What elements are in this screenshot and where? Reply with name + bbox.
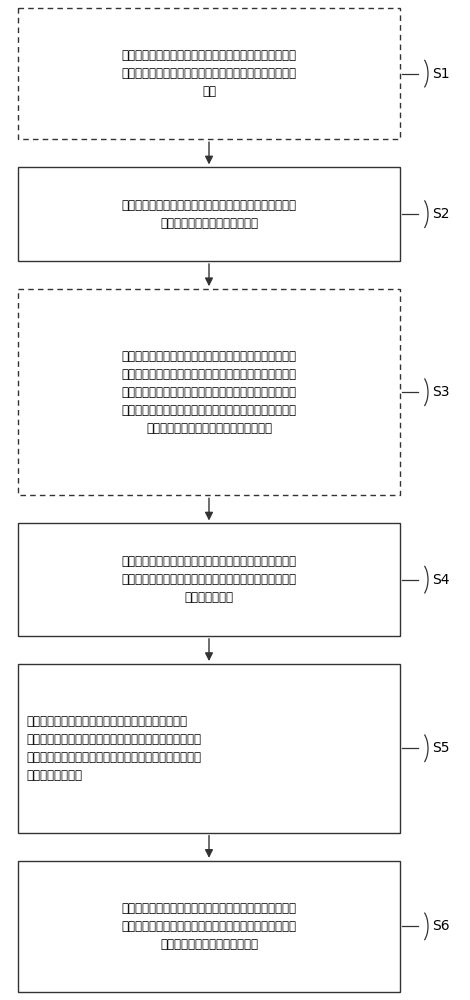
Text: 选取岩心，其中所述岩心的孔隙度、渗透率和孔隙结构与
待开发地层的储集层的岩心的孔隙度、渗透率和孔隙结构
相同: 选取岩心，其中所述岩心的孔隙度、渗透率和孔隙结构与 待开发地层的储集层的岩心的孔… [122,49,297,98]
Bar [18,861,400,992]
Text: S6: S6 [432,919,450,933]
Text: S5: S5 [432,741,449,755]
Text: S4: S4 [432,573,449,587]
Text: 当所述出口端的压力与所述第二进口端的压力相同时，根
据所述出口端的压力得出起始充注压力，所述起始充注压
力为所述岩心能进行驱替的压力: 当所述出口端的压力与所述第二进口端的压力相同时，根 据所述出口端的压力得出起始充… [122,902,297,951]
Bar [18,289,400,495]
Text: 对所述岩心进行预处理，以使所述岩心的含水状态与待开
发地层的储集层的含水状态相同: 对所述岩心进行预处理，以使所述岩心的含水状态与待开 发地层的储集层的含水状态相同 [122,199,297,230]
Text: 在预定基准压力的基础上按照预定规则增加后得到当
前充注压力；用高压气源按照所述当前充注压力向所述岩
心内充注气体直至所述岩心内气水达到平衡的状态，测量
所述出口: 在预定基准压力的基础上按照预定规则增加后得到当 前充注压力；用高压气源按照所述当… [26,715,201,782]
Text: S3: S3 [432,385,449,399]
Text: 将所述岩心放置于岩心夹持器中，其中所述岩心夹持器具
有第一进口端、第二进口端和出口端，所述第一进口端能
用于对所述岩心进行加围压，所述第二进口端能用于对所
述岩: 将所述岩心放置于岩心夹持器中，其中所述岩心夹持器具 有第一进口端、第二进口端和出… [122,350,297,435]
Bar [18,523,400,636]
Text: 通过所述岩心夹持器的所述第一进口端对所述岩心施加大
小与所述岩心在待开发地层的地层状态下承受的上覆岩层
压力相同的围压: 通过所述岩心夹持器的所述第一进口端对所述岩心施加大 小与所述岩心在待开发地层的地… [122,555,297,604]
Bar [18,664,400,833]
Bar [18,167,400,261]
Text: S1: S1 [432,67,450,81]
Bar [18,8,400,139]
Text: S2: S2 [432,207,449,221]
